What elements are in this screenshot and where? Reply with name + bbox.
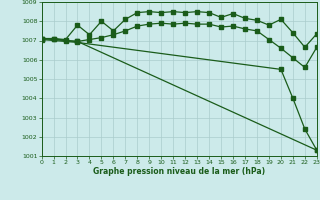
X-axis label: Graphe pression niveau de la mer (hPa): Graphe pression niveau de la mer (hPa) [93,167,265,176]
